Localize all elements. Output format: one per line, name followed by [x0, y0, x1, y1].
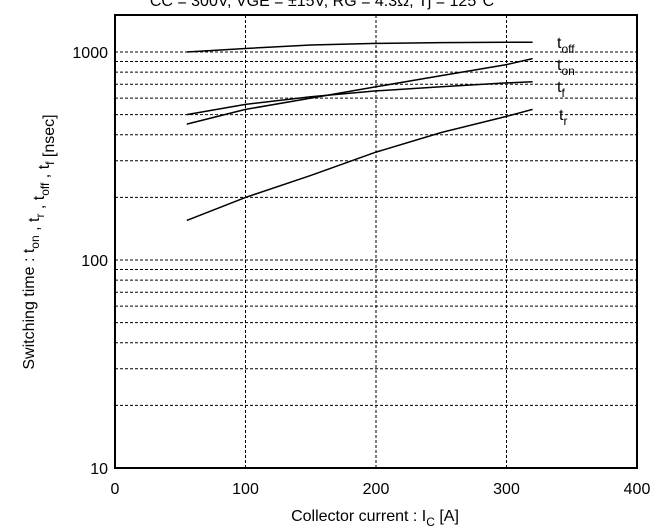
x-tick-labels: 0 100 200 300 400 — [111, 481, 651, 498]
x-tick-label: 200 — [363, 481, 390, 498]
series-label-ton: ton — [557, 57, 575, 78]
series-line-toff — [186, 41, 533, 53]
y-tick-label: 10 — [90, 461, 108, 478]
series-line-tr — [186, 108, 533, 222]
x-axis-label: Collector current : IC [A] — [291, 508, 459, 527]
series-line-ton — [186, 57, 533, 125]
chart-title: CC = 300V, VGE = ±15V, RG = 4.3Ω, Tj = 1… — [150, 0, 494, 10]
plot-frame — [114, 14, 638, 469]
x-tick-label: 0 — [111, 481, 120, 498]
series-line-tf — [186, 80, 533, 116]
x-tick-label: 400 — [624, 481, 651, 498]
grid-lines — [115, 15, 637, 468]
y-tick-label: 100 — [81, 253, 108, 270]
series-lines — [186, 41, 533, 222]
x-tick-label: 300 — [493, 481, 520, 498]
series-label-tr: tr — [559, 107, 567, 128]
series-label-tf: tf — [557, 79, 565, 100]
x-tick-label: 100 — [232, 481, 259, 498]
y-axis-label: Switching time : ton , tr , toff , tf [n… — [21, 114, 58, 369]
y-tick-labels: 10 100 1000 — [72, 45, 108, 478]
y-tick-label: 1000 — [72, 45, 108, 62]
series-label-toff: toff — [557, 35, 575, 56]
